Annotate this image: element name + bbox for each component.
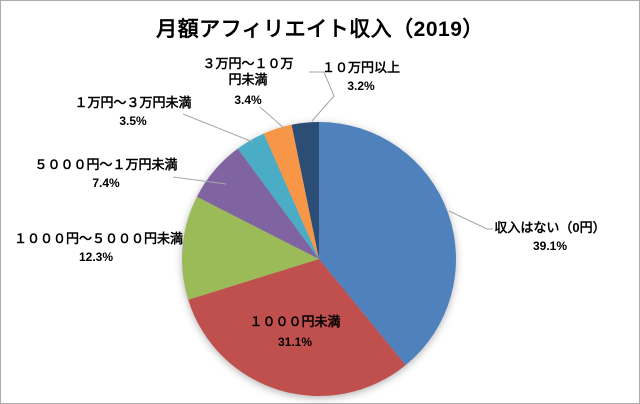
pie-slice-0 xyxy=(319,122,457,366)
label-1man-3man-name: １万円～３万円未満 xyxy=(74,95,192,110)
label-1man-3man: １万円～３万円未満 3.5% xyxy=(51,93,215,131)
pie-slices xyxy=(181,122,457,397)
leader-line-5000-1man xyxy=(172,176,227,185)
leader-line-3man-10man xyxy=(259,106,286,130)
pie-slice-4 xyxy=(237,133,319,259)
label-3man-10man-name-line2: 円未満 xyxy=(228,72,268,87)
leader-line-1000-5000 xyxy=(178,238,187,253)
leader-line-no-income xyxy=(448,210,493,230)
label-5000-1man-name: ５０００円～１万円未満 xyxy=(34,157,178,172)
label-5000-1man-pct: 7.4% xyxy=(92,176,120,190)
leader-lines xyxy=(172,71,493,253)
label-3man-10man-pct: 3.4% xyxy=(234,93,262,107)
label-under-1000-pct: 31.1% xyxy=(277,335,313,349)
leader-line-1man-3man xyxy=(182,113,254,143)
label-10man-over: １０万円以上 3.2% xyxy=(305,58,417,96)
label-1man-3man-pct: 3.5% xyxy=(119,114,147,128)
label-3man-10man-name-line1: ３万円～１０万 xyxy=(202,56,294,71)
label-10man-over-pct: 3.2% xyxy=(347,79,375,93)
pie-slice-5 xyxy=(263,124,319,259)
leader-line-10man-over xyxy=(309,71,335,122)
label-1000-5000-pct: 12.3% xyxy=(78,250,114,264)
label-under-1000-name: １０００円未満 xyxy=(249,314,341,329)
label-1000-5000-name: １０００円～５０００円未満 xyxy=(14,231,184,246)
pie-slice-6 xyxy=(291,122,319,259)
pie-slice-2 xyxy=(181,196,319,300)
label-no-income-pct: 39.1% xyxy=(532,239,568,253)
label-no-income-name: 収入はない（0円） xyxy=(494,220,606,235)
label-1000-5000: １０００円～５０００円未満 12.3% xyxy=(14,229,184,267)
label-under-1000: １０００円未満 31.1% xyxy=(235,312,355,352)
label-3man-10man: ３万円～１０万 円未満 3.4% xyxy=(202,56,294,108)
chart-title: 月額アフィリエイト収入（2019） xyxy=(156,18,484,41)
label-5000-1man: ５０００円～１万円未満 7.4% xyxy=(24,155,188,193)
label-10man-over-name: １０万円以上 xyxy=(321,60,400,75)
pie-slice-3 xyxy=(196,148,319,259)
label-no-income: 収入はない（0円） 39.1% xyxy=(487,218,613,256)
pie-slice-1 xyxy=(188,259,406,397)
